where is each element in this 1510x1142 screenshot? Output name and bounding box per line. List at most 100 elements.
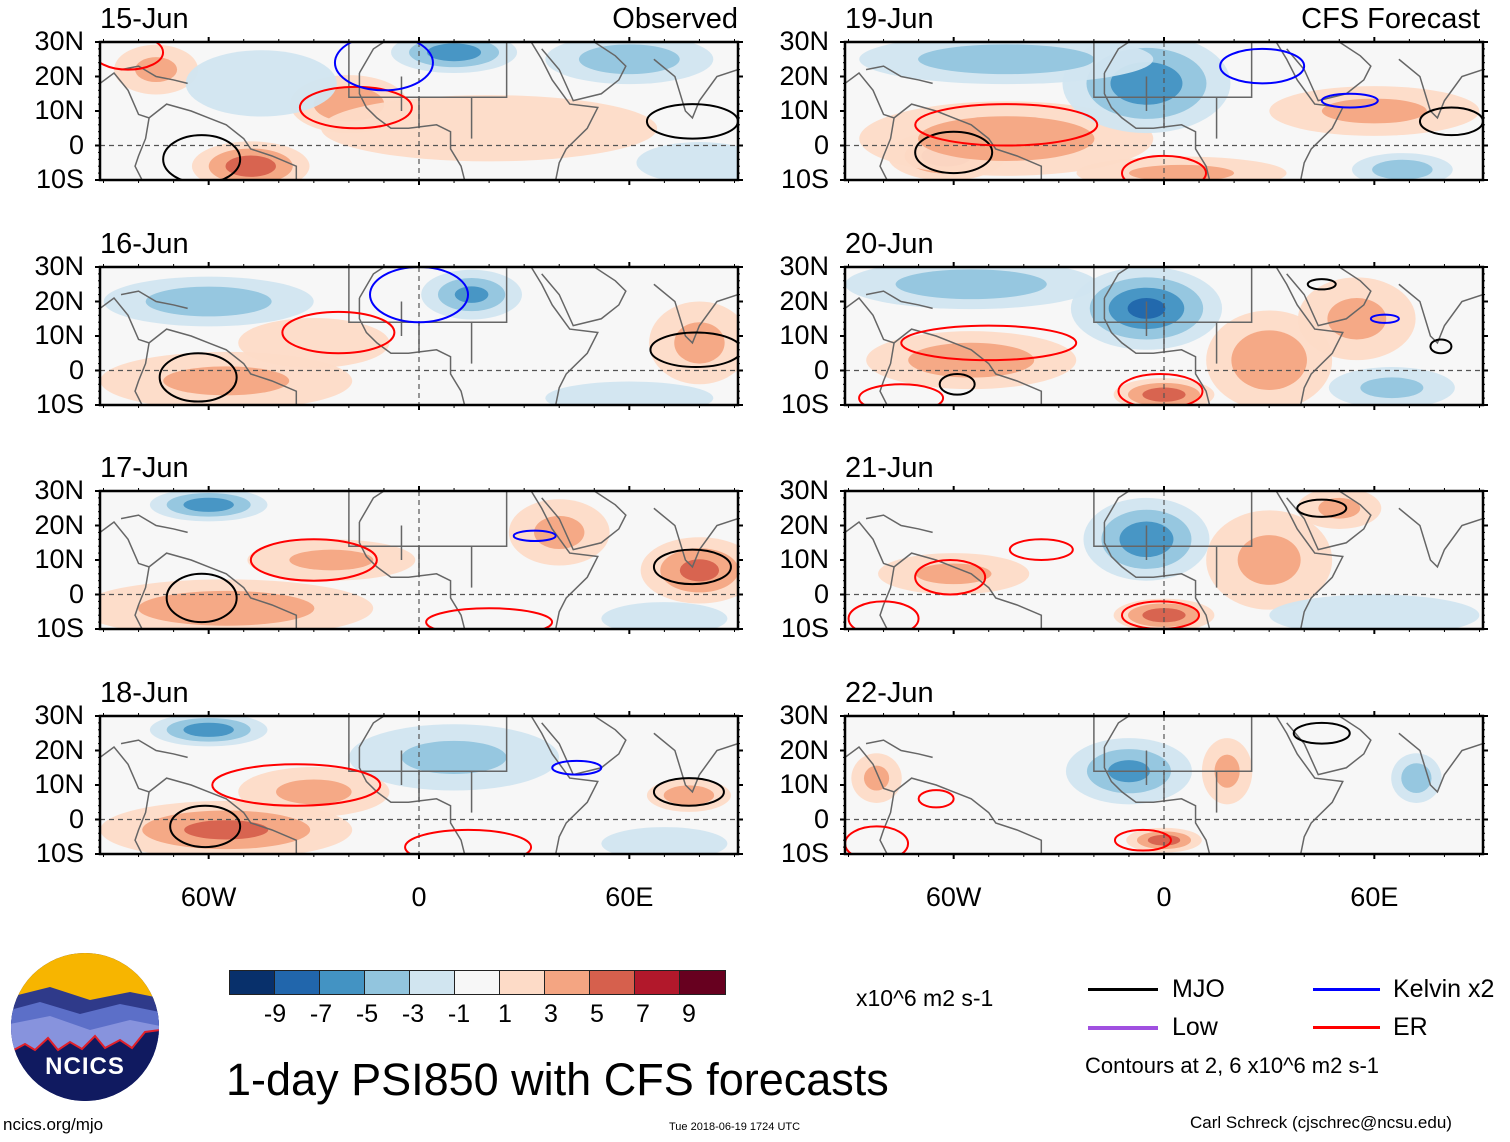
coastline — [845, 297, 895, 405]
coastline — [120, 514, 188, 534]
lat-tick-label: 30N — [34, 251, 84, 281]
mjo-contour — [169, 804, 242, 849]
anomaly-shading — [534, 515, 585, 549]
mjo-contour — [1429, 338, 1453, 355]
lat-tick-label: 20N — [34, 509, 84, 540]
mjo-contour — [914, 130, 994, 175]
anomaly-shading — [163, 366, 290, 396]
coastline — [1093, 267, 1253, 323]
colorbar-swatch — [275, 971, 320, 994]
legend-label-kelvin: Kelvin x2 — [1393, 975, 1495, 1003]
coastline — [530, 491, 599, 629]
lat-tick-label: 30N — [779, 475, 829, 505]
legend-line-mjo — [1088, 988, 1158, 991]
lat-tick-label: 20N — [34, 60, 84, 91]
coastline — [148, 328, 298, 405]
lat-tick-label: 30N — [779, 700, 829, 730]
er-contour — [281, 310, 396, 355]
lat-tick-label: 0 — [68, 578, 84, 609]
lat-tick-label: 10N — [34, 769, 84, 799]
coastline — [358, 747, 466, 854]
colorbar-swatch — [455, 971, 500, 994]
er-contour — [858, 383, 945, 405]
mjo-contour — [1306, 278, 1337, 291]
er-contour — [847, 600, 920, 629]
colorbar-tick-label: 7 — [636, 1000, 650, 1028]
anomaly-shading — [1327, 298, 1387, 340]
kelvin-contour — [512, 529, 557, 543]
psi850-map — [840, 37, 1488, 185]
legend-line-er — [1313, 1026, 1380, 1029]
colorbar-swatch — [680, 971, 725, 994]
mjo-contour — [652, 777, 725, 807]
coastline — [653, 732, 738, 794]
lat-tick-label: 0 — [813, 803, 829, 834]
panel-date-label: 22-Jun — [845, 677, 934, 709]
anomaly-shading — [679, 559, 720, 582]
coastline — [348, 42, 508, 98]
lat-tick-label: 10N — [779, 769, 829, 799]
mjo-contour — [158, 352, 238, 403]
anomaly-shading — [636, 142, 738, 180]
colorbar-swatch — [590, 971, 635, 994]
er-contour — [404, 828, 533, 854]
anomaly-shading — [1142, 608, 1186, 623]
lat-tick-label: 0 — [68, 129, 84, 160]
coastline — [1398, 58, 1483, 120]
kelvin-contour — [1320, 92, 1379, 109]
anomaly-shading — [1401, 763, 1432, 794]
mjo-contour — [162, 134, 242, 180]
anomaly-shading — [1269, 594, 1480, 629]
lat-tick-label: 20N — [779, 60, 829, 91]
anomaly-shading — [1237, 535, 1301, 585]
legend-label-low: Low — [1172, 1013, 1218, 1041]
lat-tick-label: 10N — [34, 320, 84, 350]
er-contour — [425, 607, 554, 629]
coastline — [530, 267, 599, 405]
er-contour — [1117, 372, 1204, 405]
colorbar-swatch — [410, 971, 455, 994]
lat-tick-label: 20N — [779, 509, 829, 540]
coastline — [1286, 267, 1372, 327]
lon-tick-label: 60W — [925, 882, 982, 912]
colorbar-swatch — [635, 971, 680, 994]
panel-date-label: 20-Jun — [845, 228, 934, 260]
coastline — [530, 42, 599, 180]
colorbar-swatch — [545, 971, 590, 994]
coastline — [865, 65, 933, 85]
anomaly-shading — [1318, 497, 1361, 519]
lat-tick-label: 10S — [35, 838, 84, 868]
coastline — [1103, 491, 1130, 523]
kelvin-contour — [551, 759, 603, 776]
panel-date-label: 15-Jun — [100, 3, 189, 35]
coastline — [120, 739, 188, 759]
units-label: x10^6 m2 s-1 — [856, 985, 994, 1011]
anomaly-shading — [895, 269, 1047, 300]
forecast-column-tag: CFS Forecast — [1301, 3, 1480, 35]
lat-tick-label: 10S — [35, 389, 84, 419]
anomaly-shading — [1372, 159, 1433, 180]
ncics-logo: NCICS — [11, 953, 159, 1101]
panel-date-label: 21-Jun — [845, 452, 934, 484]
coastline — [1103, 42, 1130, 74]
lat-tick-label: 20N — [779, 285, 829, 316]
er-contour — [900, 324, 1078, 362]
anomaly-shading — [863, 765, 890, 791]
anomaly-shading — [601, 827, 728, 854]
coastline — [148, 552, 298, 629]
panel-date-label: 18-Jun — [100, 677, 189, 709]
coastline — [348, 491, 508, 547]
psi850-map — [840, 711, 1488, 859]
anomaly-shading — [321, 95, 658, 162]
mjo-contour — [1292, 721, 1351, 745]
er-contour — [211, 763, 382, 807]
mjo-contour — [652, 548, 732, 586]
coastline — [1093, 491, 1253, 547]
coastline — [893, 103, 1043, 180]
lat-tick-label: 20N — [34, 734, 84, 765]
lat-tick-label: 10N — [779, 95, 829, 125]
timestamp: Tue 2018-06-19 1724 UTC — [669, 1121, 801, 1133]
lat-tick-label: 20N — [34, 285, 84, 316]
site-url[interactable]: ncics.org/mjo — [3, 1115, 104, 1134]
anomaly-shading — [276, 779, 352, 805]
